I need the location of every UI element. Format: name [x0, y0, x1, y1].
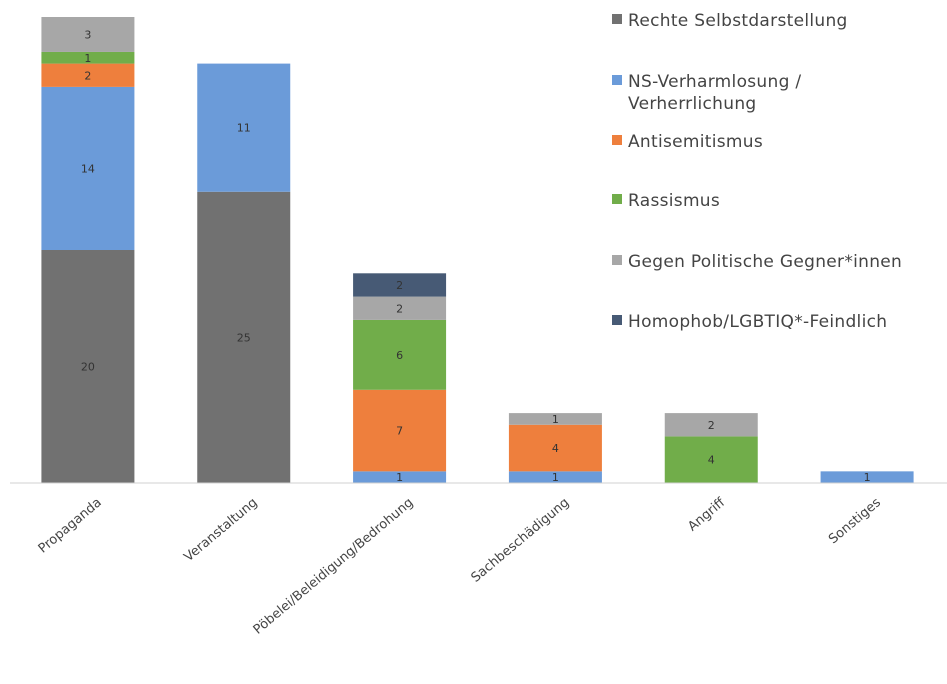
bar-segment — [41, 51, 135, 64]
data-label: 4 — [708, 454, 715, 467]
bar-segment — [353, 471, 447, 483]
x-tick-label: Angriff — [685, 495, 729, 535]
data-label: 7 — [396, 425, 403, 438]
bar-segment — [197, 191, 291, 483]
data-label: 1 — [864, 471, 871, 484]
bar-segment — [508, 471, 602, 483]
data-label: 1 — [396, 471, 403, 484]
data-label: 20 — [81, 361, 95, 374]
x-tick-label: Veranstaltung — [181, 495, 260, 565]
data-label: 25 — [237, 331, 251, 344]
bar-segment — [664, 413, 758, 437]
legend-item: Rechte Selbstdarstellung — [612, 10, 848, 32]
bar-segment — [353, 296, 447, 320]
legend-swatch — [612, 315, 622, 325]
bar-segment — [508, 424, 602, 472]
data-label: 2 — [84, 69, 91, 82]
legend-item: NS-Verharmlosung / Verherrlichung — [612, 71, 828, 115]
bar-segment — [353, 389, 447, 472]
data-label: 4 — [552, 442, 559, 455]
x-tick-label: Sachbeschädigung — [469, 495, 573, 585]
legend-swatch — [612, 255, 622, 265]
bar-segment — [820, 471, 914, 483]
legend-item: Rassismus — [612, 190, 720, 212]
bar-segment — [41, 250, 135, 483]
bar-segment — [508, 413, 602, 425]
data-label: 2 — [396, 279, 403, 292]
legend-item: Antisemitismus — [612, 131, 763, 153]
bar-segment — [353, 273, 447, 297]
legend-swatch — [612, 194, 622, 204]
legend-swatch — [612, 14, 622, 24]
x-tick-label: Propaganda — [36, 495, 105, 556]
bar-segment — [197, 63, 291, 192]
legend-swatch — [612, 135, 622, 145]
legend-item: Gegen Politische Gegner*innen — [612, 251, 902, 273]
legend-label: NS-Verharmlosung / Verherrlichung — [628, 72, 802, 114]
legend-label: Rassismus — [628, 191, 721, 211]
legend-item: Homophob/LGBTIQ*-Feindlich — [612, 311, 887, 333]
legend-swatch — [612, 75, 622, 85]
legend-label: Homophob/LGBTIQ*-Feindlich — [628, 312, 888, 332]
legend-label: Gegen Politische Gegner*innen — [628, 252, 903, 272]
data-label: 1 — [552, 413, 559, 426]
data-label: 11 — [237, 122, 251, 135]
data-label: 3 — [84, 28, 91, 41]
bar-segment — [41, 63, 135, 87]
data-label: 6 — [396, 349, 403, 362]
data-label: 2 — [708, 419, 715, 432]
data-label: 2 — [396, 302, 403, 315]
legend-label: Antisemitismus — [628, 132, 764, 152]
data-label: 14 — [81, 162, 95, 175]
x-tick-label: Sonstiges — [826, 495, 884, 547]
bar-segment — [353, 319, 447, 390]
legend-label: Rechte Selbstdarstellung — [628, 11, 848, 31]
data-label: 1 — [552, 471, 559, 484]
bar-segment — [41, 17, 135, 52]
data-label: 1 — [84, 52, 91, 65]
x-tick-label: Pöbelei/Beleidigung/Bedrohung — [251, 495, 417, 637]
bar-segment — [41, 86, 135, 251]
bar-segment — [664, 436, 758, 483]
